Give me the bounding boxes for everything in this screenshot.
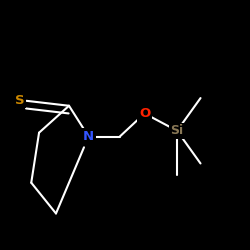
Text: N: N (83, 130, 94, 143)
Text: S: S (15, 94, 24, 106)
Text: O: O (139, 107, 150, 120)
Text: Si: Si (170, 124, 184, 137)
